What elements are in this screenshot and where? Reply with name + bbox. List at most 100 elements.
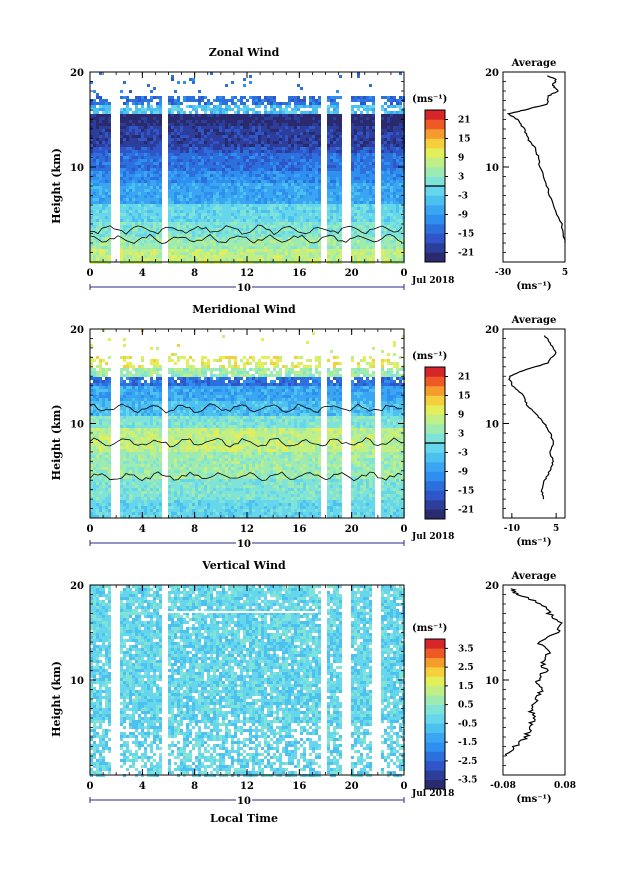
heatmap-cell <box>129 258 132 261</box>
heatmap-cell <box>141 183 144 186</box>
heatmap-cell <box>141 153 144 156</box>
heatmap-cell <box>159 258 162 261</box>
heatmap-cell <box>351 105 354 108</box>
heatmap-cell <box>210 216 213 219</box>
heatmap-cell <box>237 252 240 255</box>
heatmap-cell <box>207 198 210 201</box>
heatmap-cell <box>228 150 231 153</box>
heatmap-cell <box>243 201 246 204</box>
heatmap-cell <box>240 213 243 216</box>
heatmap-cell <box>369 153 372 156</box>
heatmap-cell <box>237 180 240 183</box>
heatmap-cell <box>246 114 249 117</box>
heatmap-cell <box>366 123 369 126</box>
heatmap-cell <box>366 171 369 174</box>
heatmap-cell <box>150 249 153 252</box>
heatmap-cell <box>363 180 366 183</box>
heatmap-cell <box>219 228 222 231</box>
heatmap-cell <box>219 111 222 114</box>
heatmap-cell <box>276 135 279 138</box>
heatmap-cell <box>258 228 261 231</box>
heatmap-cell <box>297 195 300 198</box>
heatmap-cell <box>387 153 390 156</box>
heatmap-cell <box>123 135 126 138</box>
heatmap-cell <box>102 126 105 129</box>
heatmap-cell <box>135 195 138 198</box>
heatmap-cell <box>276 207 279 210</box>
heatmap-cell <box>360 114 363 117</box>
heatmap-cell <box>363 186 366 189</box>
heatmap-cell <box>99 174 102 177</box>
heatmap-cell <box>393 120 396 123</box>
heatmap-cell <box>105 219 108 222</box>
heatmap-cell <box>399 111 402 114</box>
heatmap-cell <box>177 186 180 189</box>
heatmap-cell <box>189 147 192 150</box>
heatmap-cell <box>282 198 285 201</box>
heatmap-cell <box>102 186 105 189</box>
heatmap-cell <box>273 210 276 213</box>
heatmap-cell <box>270 243 273 246</box>
heatmap-cell <box>120 216 123 219</box>
heatmap-cell <box>171 147 174 150</box>
heatmap-cell <box>195 165 198 168</box>
heatmap-cell <box>306 153 309 156</box>
heatmap-cell <box>360 99 363 102</box>
heatmap-cell <box>126 201 129 204</box>
heatmap-cell <box>198 99 201 102</box>
heatmap-cell <box>123 240 126 243</box>
heatmap-cell <box>234 126 237 129</box>
heatmap-cell <box>390 117 393 120</box>
heatmap-cell <box>177 123 180 126</box>
heatmap-cell <box>381 255 384 258</box>
heatmap-cell <box>360 132 363 135</box>
heatmap-cell <box>366 129 369 132</box>
heatmap-cell <box>387 96 390 99</box>
heatmap-cell <box>363 102 366 105</box>
heatmap-cell <box>153 192 156 195</box>
heatmap-cell <box>252 174 255 177</box>
heatmap-cell <box>354 234 357 237</box>
heatmap-cell <box>246 129 249 132</box>
heatmap-cell <box>315 222 318 225</box>
heatmap-cell <box>258 225 261 228</box>
heatmap-cell <box>120 141 123 144</box>
heatmap-cell <box>288 204 291 207</box>
heatmap-cell <box>276 240 279 243</box>
heatmap-cell <box>138 135 141 138</box>
heatmap-cell <box>288 219 291 222</box>
heatmap-cell <box>318 240 321 243</box>
heatmap-cell <box>390 177 393 180</box>
heatmap-cell <box>354 171 357 174</box>
heatmap-cell <box>261 138 264 141</box>
heatmap-cell <box>102 102 105 105</box>
heatmap-cell <box>381 126 384 129</box>
heatmap-cell <box>270 165 273 168</box>
heatmap-cell <box>99 126 102 129</box>
heatmap-cell <box>225 120 228 123</box>
heatmap-cell <box>102 195 105 198</box>
heatmap-cell <box>300 219 303 222</box>
heatmap-cell <box>276 255 279 258</box>
heatmap-cell <box>282 162 285 165</box>
heatmap-cell <box>120 213 123 216</box>
heatmap-cell <box>315 195 318 198</box>
heatmap-cell <box>255 255 258 258</box>
heatmap-cell <box>369 252 372 255</box>
heatmap-cell <box>357 162 360 165</box>
heatmap-cell <box>306 207 309 210</box>
heatmap-cell <box>294 150 297 153</box>
heatmap-cell <box>396 189 399 192</box>
heatmap-cell <box>258 177 261 180</box>
heatmap-cell <box>372 144 375 147</box>
heatmap-cell <box>276 171 279 174</box>
heatmap-cell <box>183 180 186 183</box>
heatmap-cell <box>243 144 246 147</box>
heatmap-cell <box>159 180 162 183</box>
heatmap-cell <box>336 159 339 162</box>
heatmap-cell <box>390 150 393 153</box>
heatmap-cell <box>333 201 336 204</box>
heatmap-cell <box>312 177 315 180</box>
heatmap-cell <box>132 150 135 153</box>
heatmap-cell <box>327 252 330 255</box>
